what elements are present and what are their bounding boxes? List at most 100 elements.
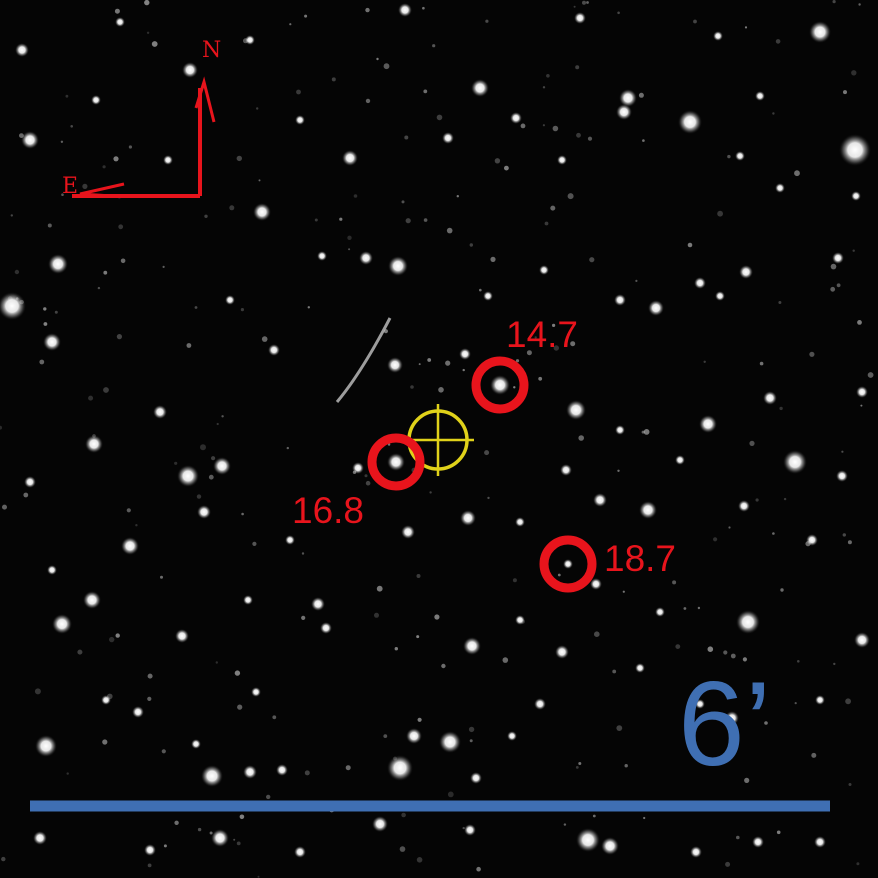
faint-star [672, 580, 677, 585]
faint-star [0, 425, 2, 430]
faint-star [776, 830, 781, 835]
faint-star [261, 336, 268, 342]
faint-star [445, 360, 451, 366]
faint-star [186, 343, 192, 348]
background-star [182, 62, 198, 78]
background-star [91, 95, 101, 105]
background-star [715, 291, 725, 301]
background-star [560, 464, 572, 476]
background-star [839, 134, 871, 166]
faint-star [845, 698, 851, 705]
faint-star [830, 263, 837, 270]
faint-star [504, 165, 509, 171]
background-star [471, 79, 489, 97]
background-star [268, 344, 280, 356]
faint-star [258, 179, 261, 182]
faint-star [252, 541, 257, 547]
faint-star [427, 358, 432, 362]
background-star [401, 525, 415, 539]
faint-star [575, 766, 579, 769]
faint-star [848, 783, 852, 786]
faint-star [209, 831, 213, 835]
faint-star [229, 205, 235, 211]
faint-star [207, 774, 212, 779]
faint-star [162, 265, 165, 268]
faint-star [301, 615, 306, 621]
faint-star [404, 135, 409, 140]
faint-star [103, 270, 108, 275]
faint-star [744, 26, 748, 29]
faint-star [563, 823, 567, 826]
background-star [342, 150, 358, 166]
faint-star [641, 430, 645, 434]
background-star [163, 155, 173, 165]
background-star [738, 500, 750, 512]
faint-star [432, 44, 436, 48]
scale-bar-label: 6’ [678, 657, 772, 791]
faint-star [617, 469, 620, 472]
faint-star [66, 772, 69, 775]
background-star [285, 535, 295, 545]
faint-star [146, 31, 150, 34]
faint-star [854, 154, 857, 158]
background-star [245, 35, 255, 45]
background-star [15, 43, 29, 57]
background-star [694, 277, 706, 289]
marked-star-18-7 [539, 535, 597, 593]
faint-star [266, 794, 271, 800]
background-star [507, 731, 517, 741]
background-star [24, 476, 36, 488]
faint-star [19, 133, 24, 139]
faint-star [833, 662, 836, 666]
background-star [359, 251, 373, 265]
background-star [574, 12, 586, 24]
faint-star [582, 0, 586, 5]
faint-star [118, 224, 124, 230]
faint-star [723, 650, 728, 655]
background-star [406, 728, 422, 744]
faint-star [675, 644, 681, 649]
faint-star [307, 306, 310, 309]
faint-star [744, 777, 750, 784]
faint-star [487, 496, 490, 500]
faint-star [573, 5, 576, 8]
background-star [121, 537, 139, 555]
faint-star [200, 444, 206, 451]
faint-star [257, 875, 260, 878]
background-star [555, 645, 569, 659]
faint-star [587, 136, 593, 141]
background-star [48, 254, 68, 274]
faint-star [401, 812, 406, 818]
faint-star [456, 195, 459, 198]
faint-star [692, 118, 696, 122]
faint-star [643, 429, 650, 435]
faint-star [394, 647, 398, 651]
faint-star [867, 372, 874, 378]
faint-star [398, 763, 403, 769]
faint-star [485, 19, 489, 23]
faint-star [612, 669, 617, 674]
faint-star [116, 334, 122, 340]
east-label: E [62, 174, 79, 199]
faint-star [447, 791, 454, 798]
faint-star [236, 155, 242, 162]
faint-star [151, 41, 158, 47]
background-star [699, 415, 717, 433]
background-star [225, 295, 235, 305]
faint-star [43, 322, 48, 326]
faint-star [109, 636, 115, 643]
background-star [470, 772, 482, 784]
background-star [460, 510, 476, 526]
faint-star [513, 386, 516, 389]
faint-star [742, 657, 748, 662]
faint-star [197, 827, 202, 832]
streak [335, 317, 392, 403]
faint-star [174, 461, 178, 465]
faint-star [417, 717, 422, 722]
faint-star [383, 734, 388, 738]
background-star [52, 614, 72, 634]
background-star [101, 695, 111, 705]
faint-star [832, 0, 836, 4]
faint-star [422, 6, 425, 10]
faint-star [534, 336, 537, 339]
